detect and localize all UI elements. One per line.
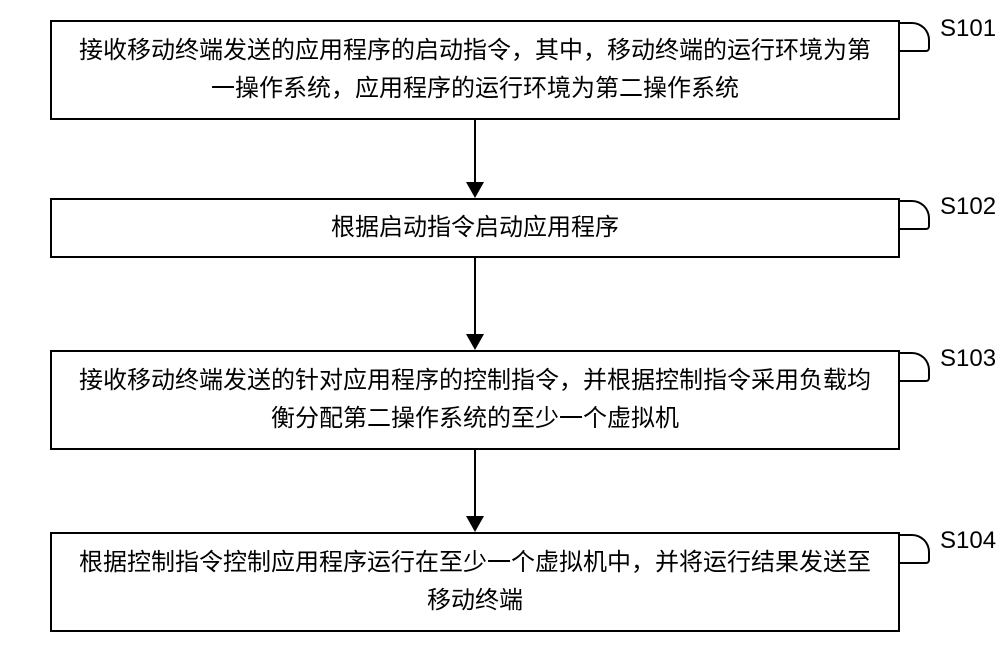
step-label-s104: S104 — [940, 527, 996, 555]
arrow-s101-to-s102 — [466, 120, 484, 198]
node-text: 接收移动终端发送的应用程序的启动指令，其中，移动终端的运行环境为第一操作系统，应… — [68, 32, 882, 109]
node-text: 根据启动指令启动应用程序 — [331, 209, 619, 247]
label-bracket-s104 — [900, 534, 930, 564]
flowchart-node-s101: 接收移动终端发送的应用程序的启动指令，其中，移动终端的运行环境为第一操作系统，应… — [50, 20, 900, 120]
arrow-head-icon — [466, 182, 484, 198]
flowchart-node-s104: 根据控制指令控制应用程序运行在至少一个虚拟机中，并将运行结果发送至移动终端 — [50, 532, 900, 632]
label-bracket-s102 — [900, 200, 930, 230]
node-text: 根据控制指令控制应用程序运行在至少一个虚拟机中，并将运行结果发送至移动终端 — [68, 544, 882, 621]
step-label-s103: S103 — [940, 345, 996, 373]
arrow-head-icon — [466, 516, 484, 532]
step-label-s101: S101 — [940, 15, 996, 43]
node-text: 接收移动终端发送的针对应用程序的控制指令，并根据控制指令采用负载均衡分配第二操作… — [68, 362, 882, 439]
flowchart-canvas: 接收移动终端发送的应用程序的启动指令，其中，移动终端的运行环境为第一操作系统，应… — [0, 0, 1000, 659]
flowchart-node-s102: 根据启动指令启动应用程序 — [50, 198, 900, 258]
arrow-shaft — [474, 450, 476, 516]
label-bracket-s101 — [900, 22, 930, 52]
arrow-head-icon — [466, 334, 484, 350]
arrow-s102-to-s103 — [466, 258, 484, 350]
arrow-shaft — [474, 258, 476, 334]
arrow-shaft — [474, 120, 476, 182]
step-label-s102: S102 — [940, 193, 996, 221]
label-bracket-s103 — [900, 352, 930, 382]
flowchart-node-s103: 接收移动终端发送的针对应用程序的控制指令，并根据控制指令采用负载均衡分配第二操作… — [50, 350, 900, 450]
arrow-s103-to-s104 — [466, 450, 484, 532]
